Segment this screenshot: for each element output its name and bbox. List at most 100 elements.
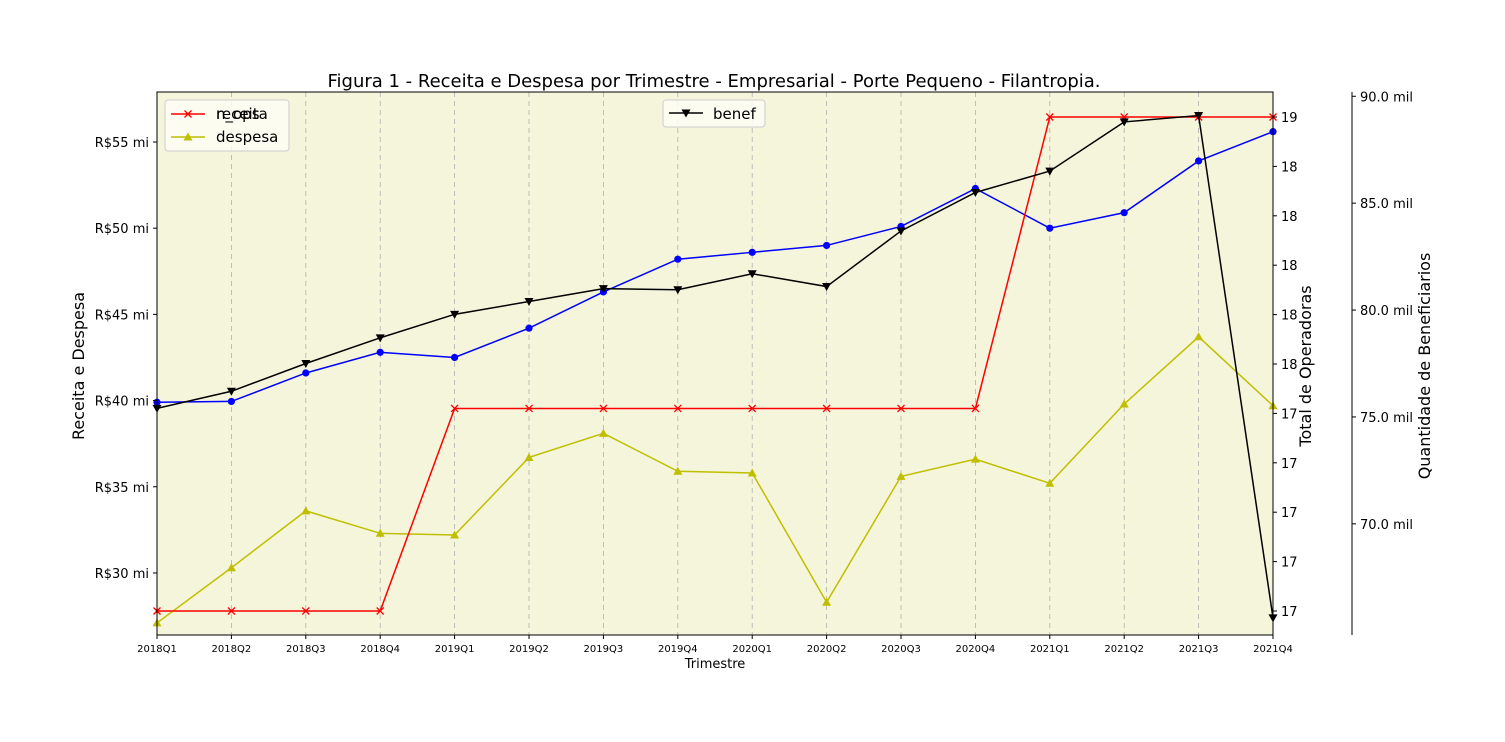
x-axis: 2018Q1 2018Q2 2018Q3 2018Q4 2019Q1 2019Q2 2019… bbox=[137, 635, 1293, 655]
series-n_ops-point bbox=[897, 404, 905, 413]
series-despesa bbox=[152, 332, 1278, 627]
series-despesa-point bbox=[598, 428, 608, 437]
series-receita-point bbox=[525, 324, 533, 332]
series-group bbox=[152, 112, 1278, 627]
x-tick-label: 2021Q2 bbox=[1104, 644, 1144, 655]
series-benef-point bbox=[970, 188, 980, 197]
legend-n_ops-label: n_ops bbox=[216, 105, 260, 124]
y-left-tick-label: R$30 mi bbox=[95, 567, 149, 582]
series-despesa-point bbox=[896, 471, 906, 480]
series-benef bbox=[152, 112, 1278, 623]
series-receita-point bbox=[451, 353, 459, 362]
series-n_ops-point bbox=[376, 607, 385, 615]
y-right2-tick-label: 90.0 mil bbox=[1360, 90, 1413, 105]
y-left-tick-label: R$55 mi bbox=[95, 136, 149, 151]
right-y-axis-beneficiarios-label: Quantidade de Beneficiarios bbox=[1415, 253, 1434, 480]
y-right1-tick-label: 19 bbox=[1281, 111, 1298, 126]
y-right2-tick-label: 70.0 mil bbox=[1360, 518, 1413, 533]
series-receita-point bbox=[823, 241, 831, 250]
y-right1-tick-label: 18 bbox=[1281, 358, 1298, 373]
series-benef-point bbox=[896, 227, 906, 236]
series-receita-point bbox=[227, 397, 235, 406]
series-despesa-point bbox=[450, 530, 460, 539]
legend-center: benef bbox=[662, 99, 766, 128]
y-right2-tick-label: 80.0 mil bbox=[1360, 304, 1413, 319]
series-n_ops-point bbox=[971, 404, 980, 413]
series-n_ops-line bbox=[157, 116, 1273, 612]
series-n_ops-point bbox=[748, 404, 757, 413]
legend-despesa-label: despesa bbox=[216, 128, 278, 146]
y-right1-tick-label: 17 bbox=[1281, 605, 1298, 620]
x-axis-label: Trimestre bbox=[684, 657, 746, 672]
legend-despesa-marker bbox=[183, 132, 193, 141]
legend-left: receita n_ops despesa bbox=[164, 99, 290, 152]
series-despesa-line bbox=[156, 335, 1274, 624]
legend-benef-label: benef bbox=[713, 105, 756, 123]
plot-area bbox=[157, 92, 1273, 635]
series-benef-line bbox=[156, 114, 1274, 619]
series-n_ops-point bbox=[227, 607, 236, 615]
series-benef-point bbox=[450, 310, 460, 319]
series-receita-point bbox=[1046, 224, 1054, 232]
x-tick-label: 2019Q3 bbox=[584, 644, 624, 655]
x-tick-label: 2021Q4 bbox=[1253, 644, 1293, 655]
series-benef-point bbox=[226, 387, 236, 396]
y-right1-tick-label: 18 bbox=[1281, 309, 1298, 324]
y-right2-tick-label: 75.0 mil bbox=[1360, 411, 1413, 426]
x-tick-label: 2018Q2 bbox=[212, 644, 252, 655]
x-tick-label: 2018Q3 bbox=[286, 644, 326, 655]
series-benef-point bbox=[822, 283, 832, 292]
series-benef-point bbox=[1194, 112, 1204, 121]
series-receita-line bbox=[156, 130, 1274, 404]
series-despesa-point bbox=[375, 528, 385, 537]
chart-title: Figura 1 - Receita e Despesa por Trimest… bbox=[327, 71, 1100, 92]
vertical-gridlines bbox=[230, 92, 1199, 635]
y-right1-tick-label: 18 bbox=[1281, 210, 1298, 225]
series-benef-point bbox=[524, 298, 534, 307]
x-tick-label: 2019Q2 bbox=[509, 644, 549, 655]
legend-marker bbox=[681, 109, 691, 118]
y-right1-tick-label: 18 bbox=[1281, 259, 1298, 274]
series-n_ops-point bbox=[301, 607, 310, 615]
series-n_ops-point bbox=[525, 404, 533, 413]
series-benef-point bbox=[747, 270, 757, 279]
y-left-tick-label: R$50 mi bbox=[95, 222, 149, 237]
series-benef-point bbox=[598, 285, 608, 294]
legend-marker bbox=[183, 132, 193, 141]
series-receita-point bbox=[376, 348, 384, 356]
series-despesa-point bbox=[1045, 478, 1055, 487]
y-left-tick-label: R$45 mi bbox=[95, 308, 149, 323]
x-tick-label: 2019Q4 bbox=[658, 644, 698, 655]
legend-hidden-label: receita bbox=[216, 105, 268, 123]
right-y-axis-operadoras: 17 17 17 17 17 18 18 18 18 18 19 bbox=[1273, 111, 1298, 620]
series-despesa-point bbox=[1119, 399, 1129, 408]
series-receita bbox=[153, 128, 1277, 406]
y-left-tick-label: R$40 mi bbox=[95, 395, 149, 410]
series-benef-point bbox=[1045, 167, 1055, 176]
series-n_ops-point bbox=[450, 404, 459, 413]
series-receita-point bbox=[674, 255, 682, 263]
legend-marker bbox=[184, 110, 192, 118]
x-tick-label: 2018Q4 bbox=[360, 644, 400, 655]
series-n_ops-point bbox=[673, 404, 682, 413]
x-tick-label: 2020Q2 bbox=[807, 644, 847, 655]
series-benef-point bbox=[673, 286, 683, 295]
series-despesa-point bbox=[1194, 332, 1204, 341]
left-y-axis: R$30 mi R$35 mi R$40 mi R$45 mi R$50 mi R$55 … bbox=[95, 136, 157, 582]
y-right2-tick-label: 85.0 mil bbox=[1360, 197, 1413, 212]
right-y-axis-operadoras-label: Total de Operadoras bbox=[1296, 285, 1315, 447]
y-right1-tick-label: 17 bbox=[1281, 407, 1298, 422]
y-left-tick-label: R$35 mi bbox=[95, 481, 149, 496]
y-right1-tick-label: 17 bbox=[1281, 506, 1298, 521]
x-tick-label: 2021Q1 bbox=[1030, 644, 1070, 655]
right-y-axis-beneficiarios: 70.0 mil 75.0 mil 80.0 mil 85.0 mil 90.0 mil bbox=[1351, 90, 1413, 635]
x-tick-label: 2021Q3 bbox=[1179, 644, 1219, 655]
x-tick-label: 2018Q1 bbox=[137, 644, 177, 655]
series-n_ops-point bbox=[599, 404, 608, 413]
series-despesa-point bbox=[226, 563, 236, 572]
y-right1-tick-label: 17 bbox=[1281, 556, 1298, 571]
series-despesa-point bbox=[673, 466, 683, 475]
x-tick-label: 2020Q4 bbox=[956, 644, 996, 655]
series-benef-point bbox=[301, 360, 311, 368]
x-tick-label: 2020Q3 bbox=[881, 644, 921, 655]
